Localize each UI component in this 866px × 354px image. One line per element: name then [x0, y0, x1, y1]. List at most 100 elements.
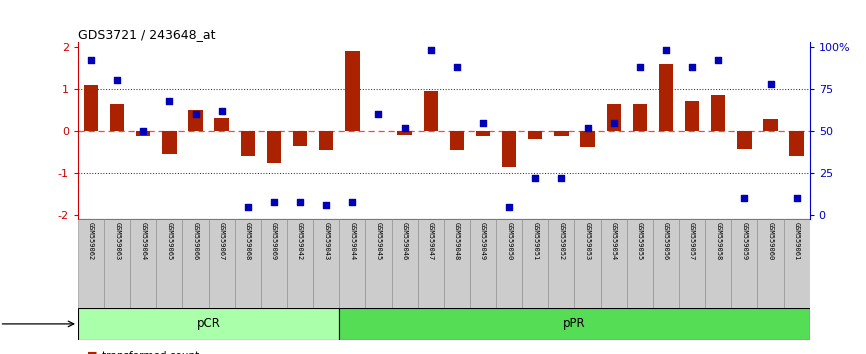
Text: GSM559063: GSM559063	[114, 222, 120, 261]
Point	[372, 111, 385, 117]
Bar	[711, 95, 726, 131]
Bar	[157, 219, 183, 308]
Bar	[293, 131, 307, 146]
Bar	[679, 219, 705, 308]
Text: GSM559064: GSM559064	[140, 222, 146, 261]
Text: transformed count: transformed count	[102, 351, 199, 354]
Text: GSM559043: GSM559043	[323, 222, 329, 261]
Point	[764, 81, 778, 87]
Bar	[580, 131, 595, 147]
Point	[84, 57, 98, 63]
Point	[502, 204, 516, 210]
Bar	[601, 219, 627, 308]
Bar	[443, 219, 470, 308]
Point	[528, 175, 542, 181]
Bar	[287, 219, 313, 308]
Point	[423, 47, 437, 53]
Bar	[130, 219, 157, 308]
Bar	[685, 102, 699, 131]
Point	[397, 125, 411, 130]
Bar	[705, 219, 731, 308]
Point	[320, 202, 333, 208]
Bar	[763, 119, 778, 131]
Bar	[215, 118, 229, 131]
Bar	[633, 104, 647, 131]
Text: GSM559046: GSM559046	[402, 222, 408, 261]
Text: GSM559066: GSM559066	[192, 222, 198, 261]
Bar	[209, 219, 235, 308]
Point	[241, 204, 255, 210]
Point	[110, 78, 124, 83]
Text: GSM559059: GSM559059	[741, 222, 747, 261]
Point	[711, 57, 725, 63]
Text: GSM559062: GSM559062	[88, 222, 94, 261]
Point	[346, 199, 359, 205]
Text: GSM559065: GSM559065	[166, 222, 172, 261]
Text: GSM559053: GSM559053	[585, 222, 591, 261]
Bar	[136, 131, 151, 136]
Text: GSM559049: GSM559049	[480, 222, 486, 261]
Text: GSM559054: GSM559054	[611, 222, 617, 261]
Bar	[241, 131, 255, 156]
Point	[163, 98, 177, 103]
Point	[450, 64, 464, 70]
Point	[554, 175, 568, 181]
Text: GSM559045: GSM559045	[376, 222, 382, 261]
Point	[580, 125, 594, 130]
Bar	[554, 131, 569, 136]
Bar	[339, 308, 810, 340]
Text: GSM559058: GSM559058	[715, 222, 721, 261]
Bar	[339, 219, 365, 308]
Bar	[606, 104, 621, 131]
Point	[607, 120, 621, 125]
Text: GSM559069: GSM559069	[271, 222, 277, 261]
Point	[790, 195, 804, 201]
Text: GSM559047: GSM559047	[428, 222, 434, 261]
Bar	[574, 219, 601, 308]
Bar	[267, 131, 281, 162]
Bar	[365, 219, 391, 308]
Bar	[346, 51, 359, 131]
Text: GSM559068: GSM559068	[245, 222, 251, 261]
Text: GSM559055: GSM559055	[637, 222, 643, 261]
Bar	[790, 131, 804, 156]
Bar	[449, 131, 464, 150]
Text: GSM559067: GSM559067	[219, 222, 224, 261]
Bar	[104, 219, 130, 308]
Text: GSM559052: GSM559052	[559, 222, 565, 261]
Point	[659, 47, 673, 53]
Bar	[475, 131, 490, 136]
Text: GSM559044: GSM559044	[349, 222, 355, 261]
Bar	[548, 219, 574, 308]
Bar	[261, 219, 287, 308]
Bar	[313, 219, 339, 308]
Point	[476, 120, 490, 125]
Text: GSM559060: GSM559060	[767, 222, 773, 261]
Bar	[189, 110, 203, 131]
Bar	[758, 219, 784, 308]
Bar	[502, 131, 516, 167]
Text: ■: ■	[87, 351, 97, 354]
Bar	[162, 131, 177, 154]
Bar	[470, 219, 496, 308]
Bar	[522, 219, 548, 308]
Bar	[627, 219, 653, 308]
Bar	[653, 219, 679, 308]
Point	[136, 128, 150, 134]
Bar	[84, 85, 98, 131]
Bar	[391, 219, 417, 308]
Bar	[659, 64, 673, 131]
Text: GSM559061: GSM559061	[793, 222, 799, 261]
Point	[685, 64, 699, 70]
Text: GSM559056: GSM559056	[663, 222, 669, 261]
Point	[215, 108, 229, 114]
Bar	[528, 131, 542, 139]
Bar	[423, 91, 438, 131]
Bar	[183, 219, 209, 308]
Text: GSM559057: GSM559057	[689, 222, 695, 261]
Point	[189, 111, 203, 117]
Text: GSM559048: GSM559048	[454, 222, 460, 261]
Point	[633, 64, 647, 70]
Bar	[417, 219, 443, 308]
Bar	[397, 131, 412, 135]
